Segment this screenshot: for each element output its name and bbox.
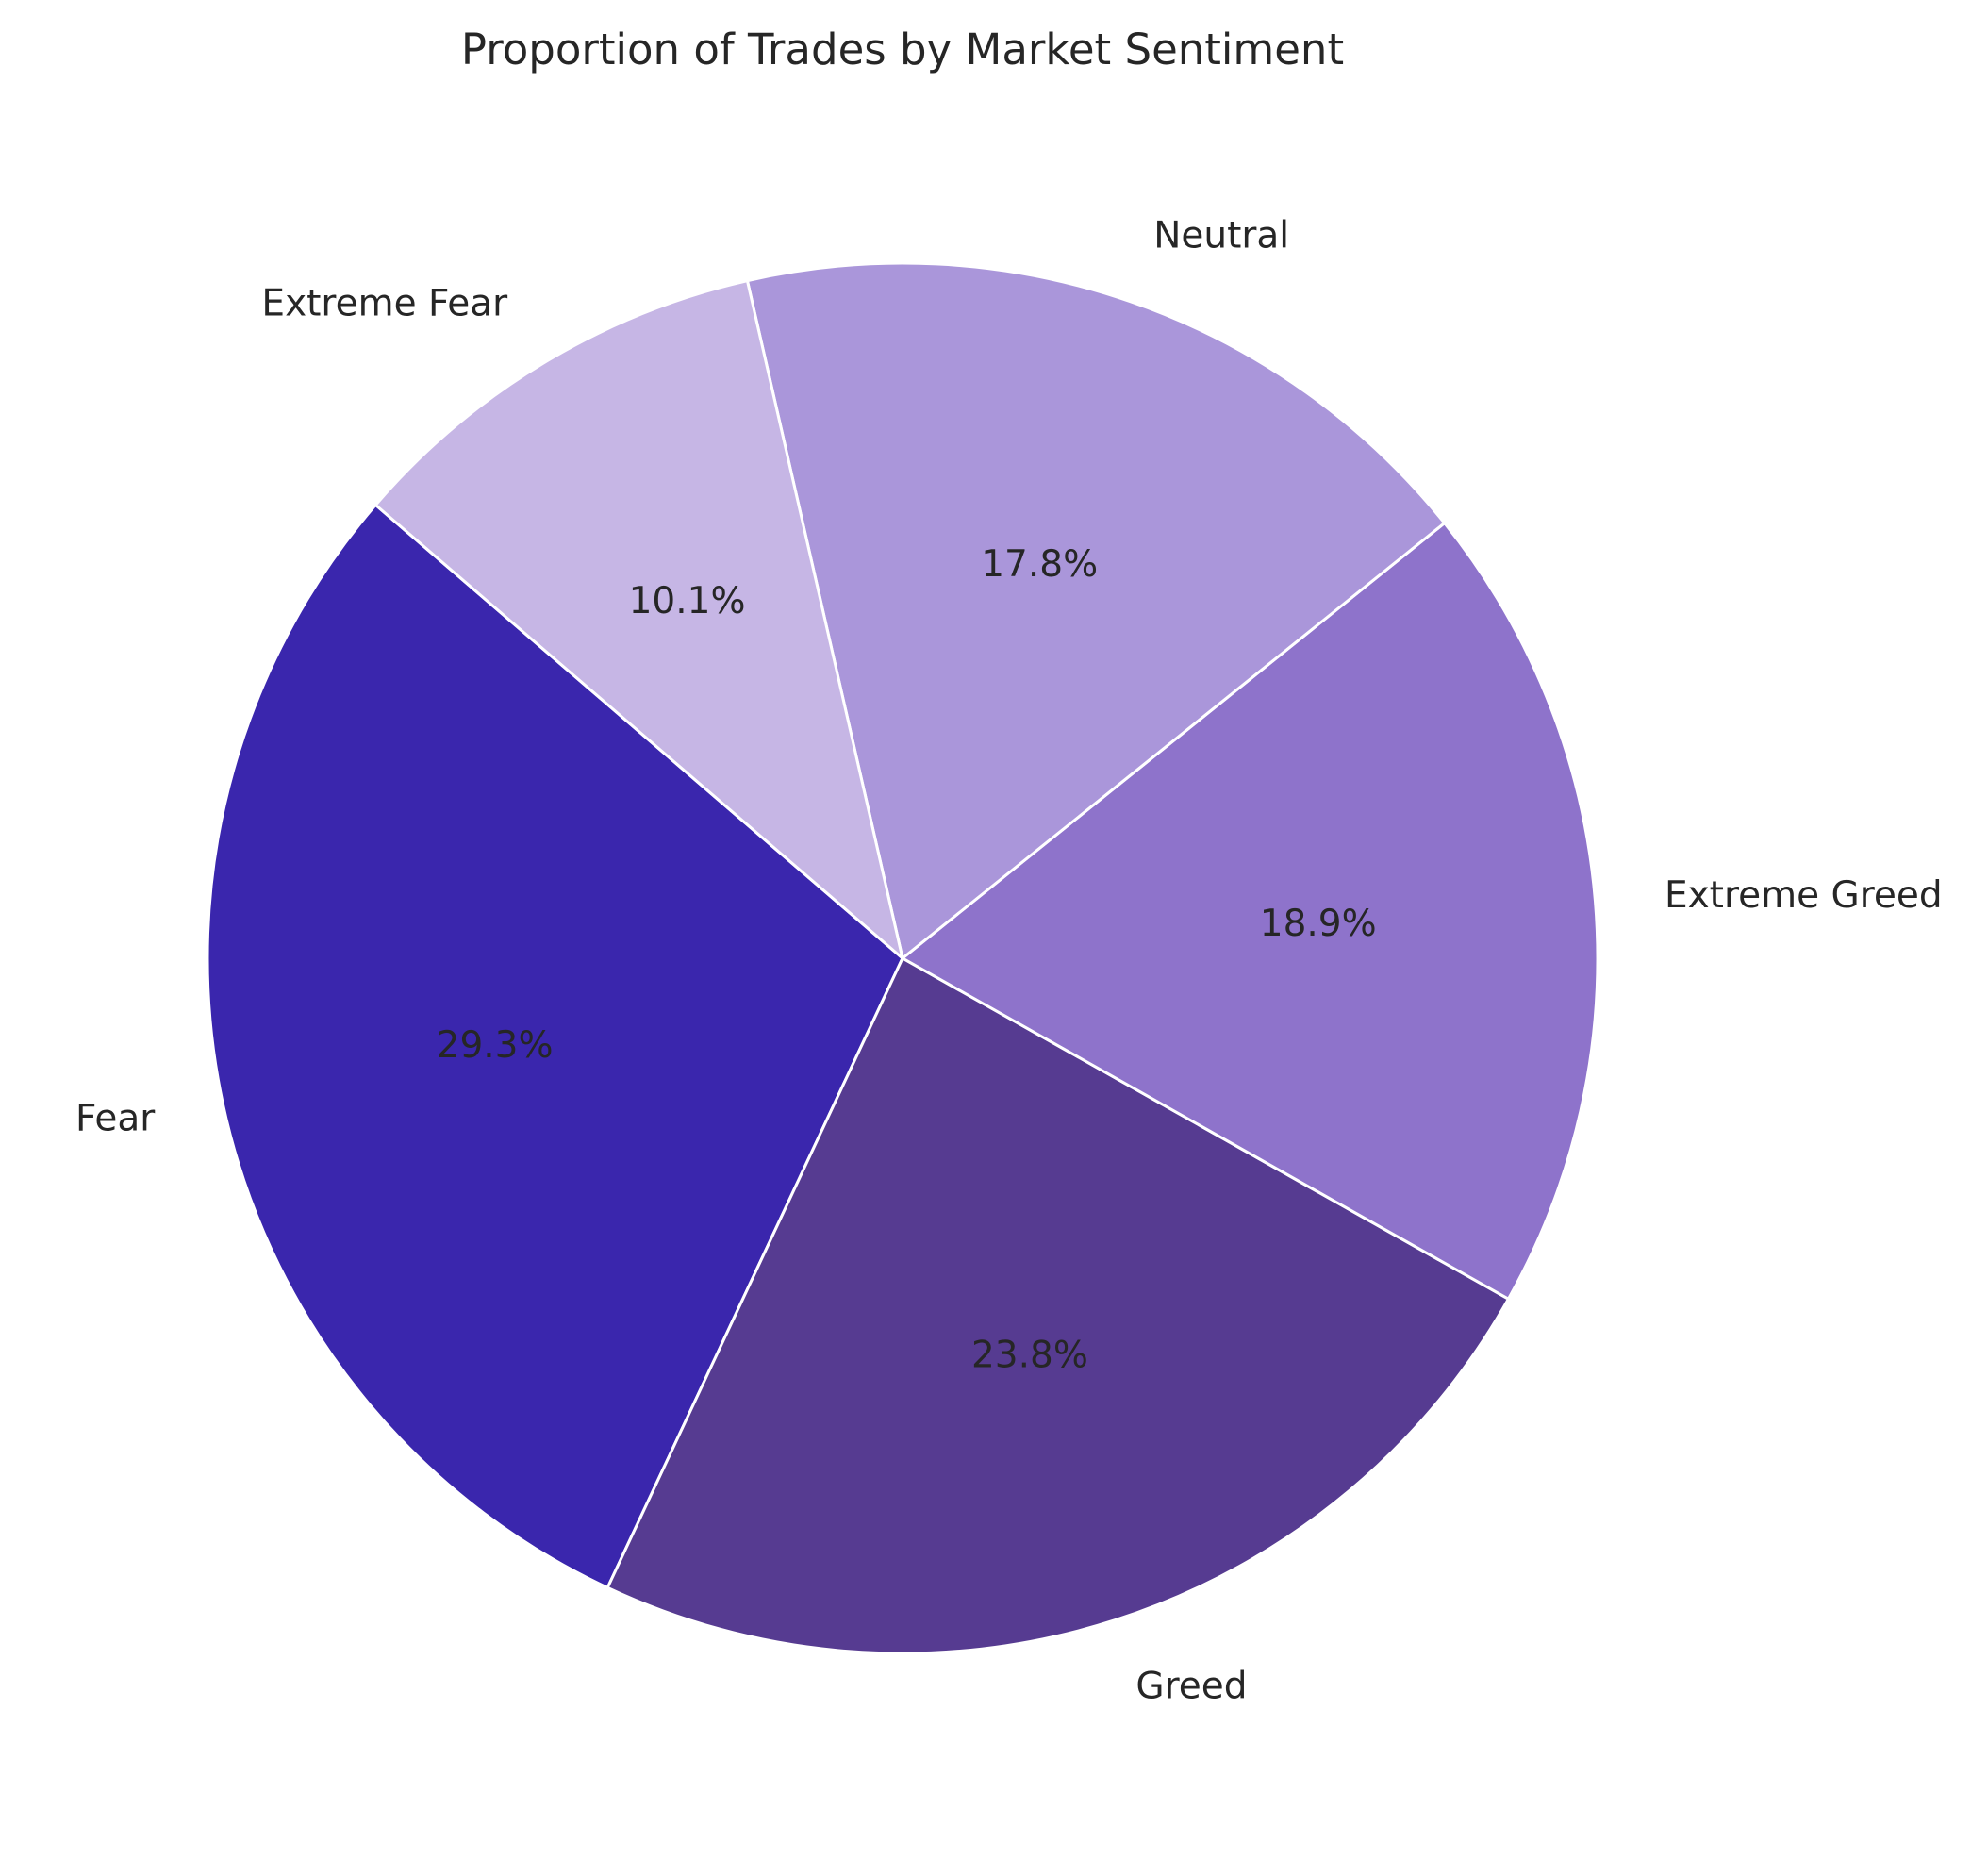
pct-label-greed: 23.8%	[971, 1335, 1088, 1377]
pie-slice-fear	[206, 503, 904, 1589]
slice-label-extreme-greed: Extreme Greed	[1665, 874, 1943, 917]
slice-label-extreme-fear: Extreme Fear	[261, 282, 508, 324]
pie-labels: Fear 29.3% Greed 23.8% Extreme Greed 18.9% Neu…	[75, 215, 1943, 1708]
pie-slices	[206, 261, 1599, 1655]
pct-label-extreme-fear: 10.1%	[629, 580, 746, 622]
slice-label-neutral: Neutral	[1153, 215, 1289, 257]
slice-label-greed: Greed	[1135, 1666, 1247, 1708]
pct-label-fear: 29.3%	[437, 1024, 554, 1067]
pie-slice-neutral	[745, 261, 1447, 960]
pie-slice-extreme-fear	[373, 279, 904, 960]
pie-slice-extreme-greed	[901, 522, 1599, 1301]
slice-label-fear: Fear	[75, 1097, 156, 1139]
pct-label-extreme-greed: 18.9%	[1260, 903, 1377, 945]
chart-title: Proportion of Trades by Market Sentiment	[461, 25, 1344, 75]
pie-slice-greed	[605, 956, 1510, 1655]
pct-label-neutral: 17.8%	[981, 543, 1098, 586]
